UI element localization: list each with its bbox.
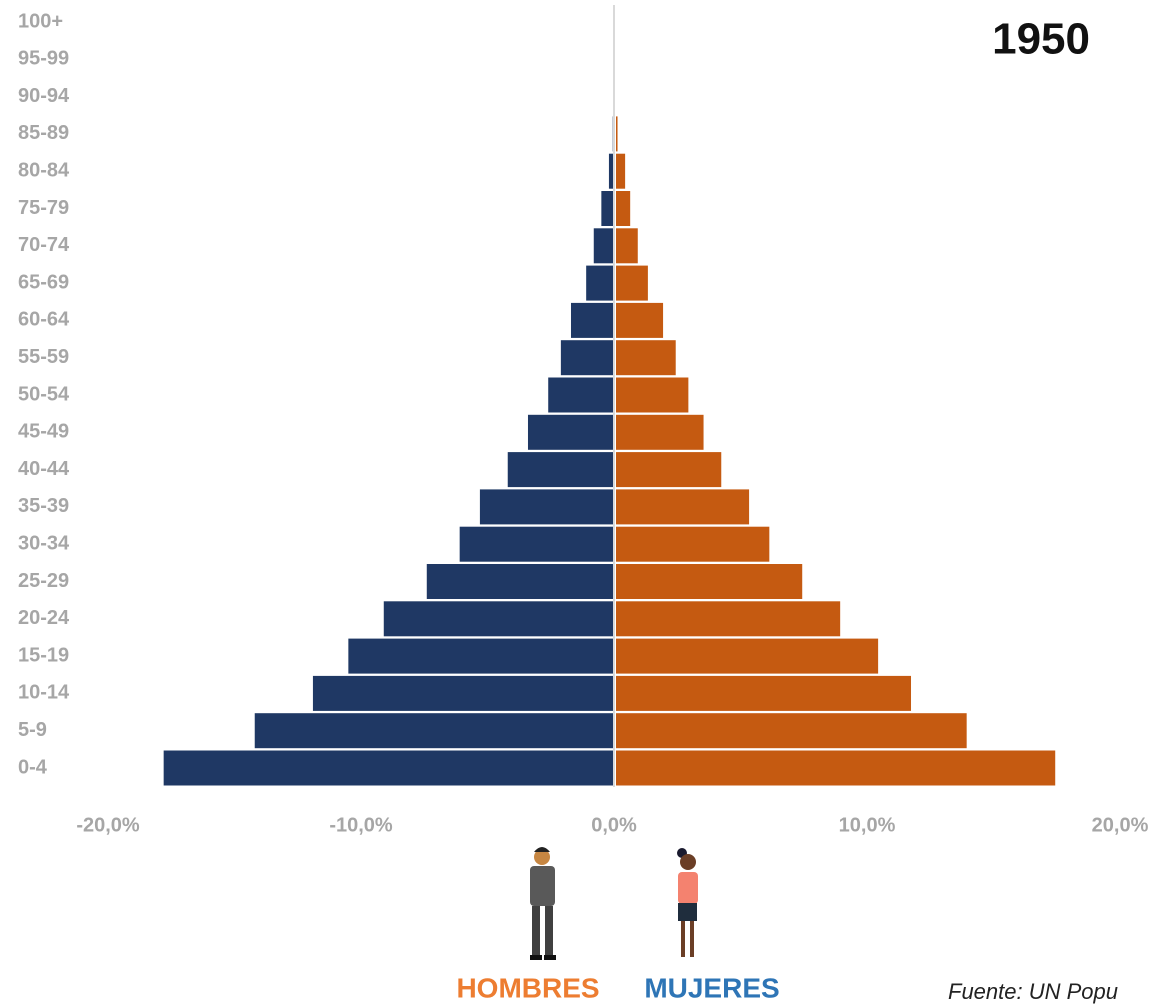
legend-label: HOMBRES	[456, 972, 599, 1003]
y-tick-label: 70-74	[18, 234, 70, 256]
y-tick-label: 45-49	[18, 421, 69, 443]
bar	[616, 116, 618, 152]
bar	[616, 489, 750, 525]
bar	[608, 153, 613, 189]
bar	[616, 265, 648, 301]
bar	[616, 713, 967, 749]
source: Fuente: UN Popu	[948, 979, 1118, 1004]
y-tick-label: 25-29	[18, 570, 69, 592]
bar	[616, 601, 841, 637]
bar	[616, 191, 631, 226]
bar	[616, 377, 689, 413]
bar	[616, 302, 664, 338]
x-tick-label: 20,0%	[1092, 814, 1149, 836]
y-tick-label: 85-89	[18, 122, 69, 144]
bar	[616, 228, 638, 264]
bar	[426, 564, 613, 599]
bar	[616, 564, 803, 599]
y-tick-label: 50-54	[18, 383, 70, 405]
bar	[616, 414, 704, 450]
y-tick-label: 15-19	[18, 644, 69, 666]
chart-title: 1950	[992, 15, 1090, 64]
bar	[527, 414, 613, 450]
x-tick-label: -20,0%	[76, 814, 140, 836]
bar	[507, 452, 613, 488]
y-tick-label: 55-59	[18, 346, 69, 368]
y-tick-label: 5-9	[18, 719, 47, 741]
bar	[616, 153, 626, 189]
bar	[459, 526, 613, 562]
bar	[586, 265, 613, 301]
y-tick-label: 0-4	[18, 756, 48, 778]
bar	[616, 452, 722, 488]
y-tick-label: 90-94	[18, 85, 70, 107]
y-tick-label: 75-79	[18, 197, 69, 219]
y-tick-label: 95-99	[18, 48, 69, 70]
x-tick-label: 0,0%	[591, 814, 637, 836]
bar	[312, 675, 613, 711]
y-tick-label: 40-44	[18, 458, 70, 480]
bar	[163, 750, 613, 786]
y-tick-label: 60-64	[18, 309, 70, 331]
bar	[616, 750, 1056, 786]
bar	[593, 228, 613, 264]
y-tick-label: 80-84	[18, 159, 70, 181]
bar	[616, 638, 879, 674]
man-icon	[530, 847, 556, 960]
bar	[348, 638, 613, 674]
bar	[616, 526, 770, 562]
legend-label: MUJERES	[644, 972, 779, 1003]
bar	[383, 601, 613, 637]
bar	[548, 377, 613, 413]
y-tick-label: 30-34	[18, 532, 70, 554]
bar	[254, 713, 614, 749]
bar	[560, 340, 613, 376]
bar	[616, 675, 912, 711]
bar	[570, 302, 613, 338]
woman-icon	[677, 848, 698, 957]
y-tick-label: 100+	[18, 10, 63, 32]
bar	[479, 489, 613, 525]
y-tick-label: 35-39	[18, 495, 69, 517]
x-tick-label: -10,0%	[329, 814, 393, 836]
x-tick-label: 10,0%	[839, 814, 896, 836]
y-tick-label: 10-14	[18, 682, 70, 704]
y-tick-label: 65-69	[18, 271, 69, 293]
y-tick-label: 20-24	[18, 607, 70, 629]
bar	[616, 340, 676, 376]
bar	[601, 191, 613, 226]
